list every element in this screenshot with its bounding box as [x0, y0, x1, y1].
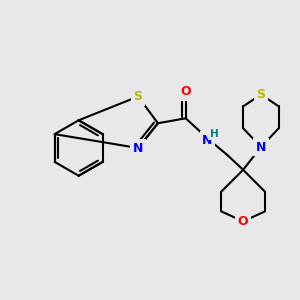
Text: N: N	[202, 134, 213, 147]
Text: O: O	[238, 215, 248, 228]
Text: N: N	[133, 142, 143, 154]
Text: N: N	[256, 140, 266, 154]
Text: S: S	[134, 90, 142, 103]
Text: O: O	[180, 85, 191, 98]
Text: S: S	[256, 88, 266, 101]
Text: H: H	[210, 129, 219, 139]
